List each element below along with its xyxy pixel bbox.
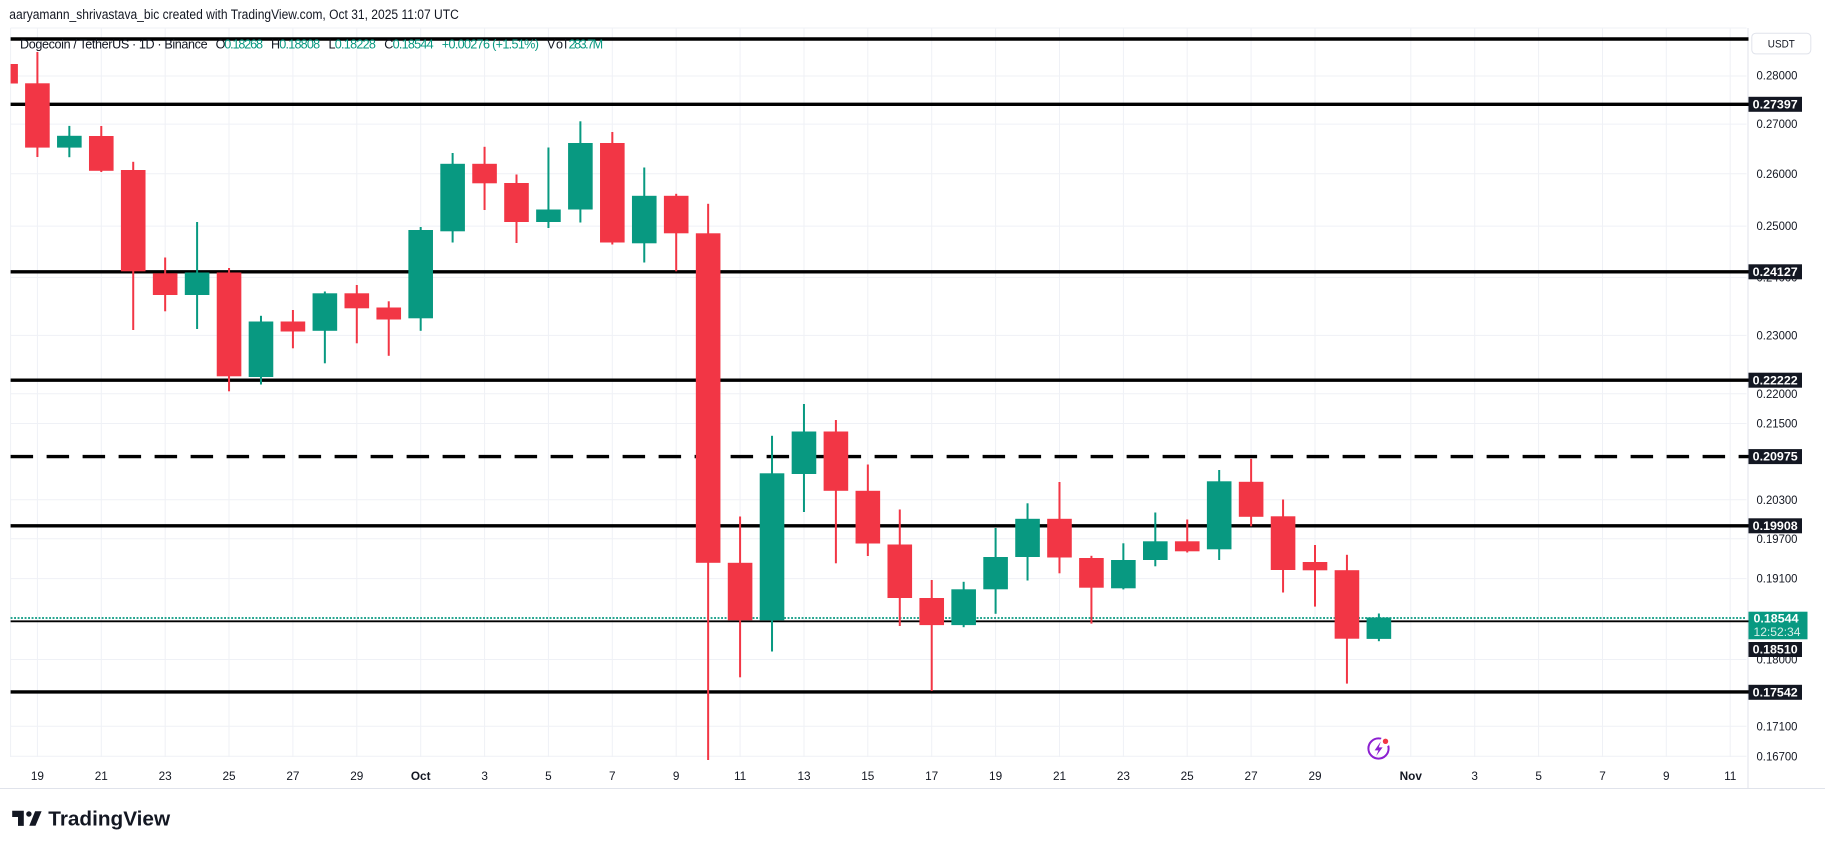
svg-text:23: 23 bbox=[159, 769, 173, 783]
svg-text:H0.18808: H0.18808 bbox=[271, 37, 320, 51]
svg-text:L0.18228: L0.18228 bbox=[329, 37, 376, 51]
svg-text:0.28000: 0.28000 bbox=[1757, 70, 1798, 83]
svg-text:0.20975: 0.20975 bbox=[1753, 451, 1799, 464]
svg-text:7: 7 bbox=[609, 769, 616, 783]
svg-text:0.22000: 0.22000 bbox=[1757, 388, 1798, 401]
svg-text:0.17100: 0.17100 bbox=[1757, 720, 1798, 733]
svg-text:3: 3 bbox=[481, 769, 488, 783]
svg-text:USDT: USDT bbox=[1768, 38, 1795, 50]
svg-text:0.24127: 0.24127 bbox=[1753, 266, 1798, 279]
svg-text:0.19908: 0.19908 bbox=[1753, 520, 1799, 533]
svg-text:Dogecoin / TetherUS · 1D · Bin: Dogecoin / TetherUS · 1D · Binance bbox=[20, 37, 208, 51]
svg-text:12:52:34: 12:52:34 bbox=[1754, 626, 1802, 639]
svg-text:0.27397: 0.27397 bbox=[1753, 98, 1798, 111]
svg-text:0.18544: 0.18544 bbox=[1754, 612, 1800, 625]
svg-text:aaryamann_shrivastava_bic crea: aaryamann_shrivastava_bic created with T… bbox=[9, 7, 459, 22]
svg-text:TradingView: TradingView bbox=[48, 808, 170, 830]
svg-text:25: 25 bbox=[222, 769, 236, 783]
svg-text:5: 5 bbox=[1535, 769, 1542, 783]
svg-text:0.27000: 0.27000 bbox=[1757, 118, 1798, 131]
svg-text:+0.00276 (+1.51%): +0.00276 (+1.51%) bbox=[442, 37, 539, 51]
svg-text:0.23000: 0.23000 bbox=[1757, 330, 1798, 343]
svg-text:0.22222: 0.22222 bbox=[1753, 374, 1798, 387]
svg-text:0.20300: 0.20300 bbox=[1757, 494, 1798, 507]
svg-text:11: 11 bbox=[734, 769, 746, 783]
svg-text:27: 27 bbox=[286, 769, 299, 783]
svg-text:Oct: Oct bbox=[411, 769, 431, 783]
svg-text:27: 27 bbox=[1245, 769, 1258, 783]
svg-text:0.17542: 0.17542 bbox=[1753, 686, 1798, 699]
svg-text:23: 23 bbox=[1117, 769, 1131, 783]
svg-text:283.7M: 283.7M bbox=[569, 37, 604, 51]
svg-text:0.18510: 0.18510 bbox=[1753, 644, 1798, 657]
svg-text:9: 9 bbox=[673, 769, 680, 783]
svg-text:Nov: Nov bbox=[1400, 769, 1423, 783]
svg-text:0.26000: 0.26000 bbox=[1757, 168, 1798, 181]
svg-text:Vol: Vol bbox=[547, 37, 567, 51]
svg-text:13: 13 bbox=[797, 769, 811, 783]
svg-text:19: 19 bbox=[989, 769, 1002, 783]
svg-text:0.21500: 0.21500 bbox=[1757, 418, 1798, 431]
svg-text:11: 11 bbox=[1724, 769, 1736, 783]
svg-text:C0.18544: C0.18544 bbox=[384, 37, 433, 51]
svg-text:0.19700: 0.19700 bbox=[1757, 533, 1798, 546]
svg-text:0.16700: 0.16700 bbox=[1757, 750, 1798, 763]
svg-text:15: 15 bbox=[861, 769, 875, 783]
svg-text:0.19100: 0.19100 bbox=[1757, 573, 1798, 586]
svg-text:25: 25 bbox=[1181, 769, 1195, 783]
svg-text:21: 21 bbox=[1053, 769, 1066, 783]
svg-text:O0.18268: O0.18268 bbox=[216, 37, 263, 51]
svg-text:7: 7 bbox=[1599, 769, 1606, 783]
svg-text:29: 29 bbox=[1308, 769, 1321, 783]
svg-text:0.25000: 0.25000 bbox=[1757, 220, 1798, 233]
svg-text:9: 9 bbox=[1663, 769, 1670, 783]
svg-text:3: 3 bbox=[1471, 769, 1478, 783]
svg-text:17: 17 bbox=[925, 769, 938, 783]
svg-text:5: 5 bbox=[545, 769, 552, 783]
svg-text:19: 19 bbox=[31, 769, 44, 783]
svg-text:21: 21 bbox=[95, 769, 108, 783]
svg-text:29: 29 bbox=[350, 769, 363, 783]
